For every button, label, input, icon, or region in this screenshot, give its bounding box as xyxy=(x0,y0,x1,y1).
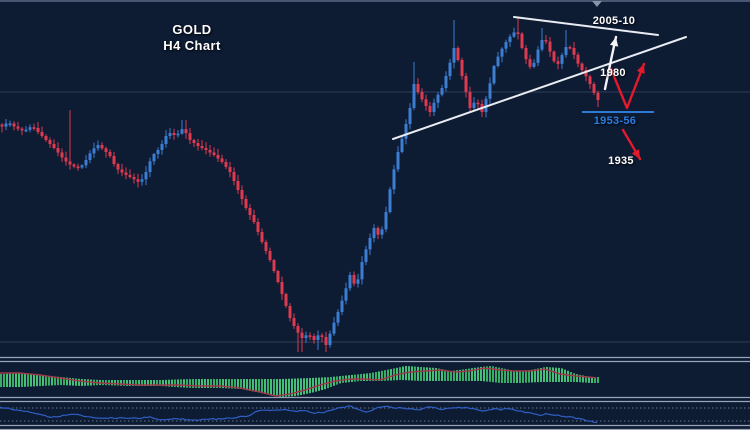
macd-signal-line xyxy=(0,367,597,397)
chart-title: GOLD H4 Chart xyxy=(163,22,220,54)
symbol-label: GOLD xyxy=(172,22,212,37)
oscillator-line xyxy=(0,405,598,424)
macd-panel xyxy=(0,366,599,397)
oscillator-panel xyxy=(0,405,750,424)
annotation-lower-target: 1935 xyxy=(608,155,634,167)
trendlines xyxy=(392,16,687,140)
ascending-support[interactable] xyxy=(392,36,687,140)
descending-resistance[interactable] xyxy=(513,16,659,36)
gridlines xyxy=(0,0,750,343)
annotation-breakout-level: 1980 xyxy=(600,67,626,79)
top-marker-icon xyxy=(592,1,602,7)
timeframe-label: H4 Chart xyxy=(163,38,221,53)
red-rejection-arrow[interactable] xyxy=(609,62,646,110)
panel-separators xyxy=(0,356,750,430)
annotation-upper-target: 2005-10 xyxy=(592,15,636,27)
annotation-support-zone: 1953-56 xyxy=(593,115,637,127)
candles xyxy=(0,17,600,352)
arrows xyxy=(603,35,646,161)
